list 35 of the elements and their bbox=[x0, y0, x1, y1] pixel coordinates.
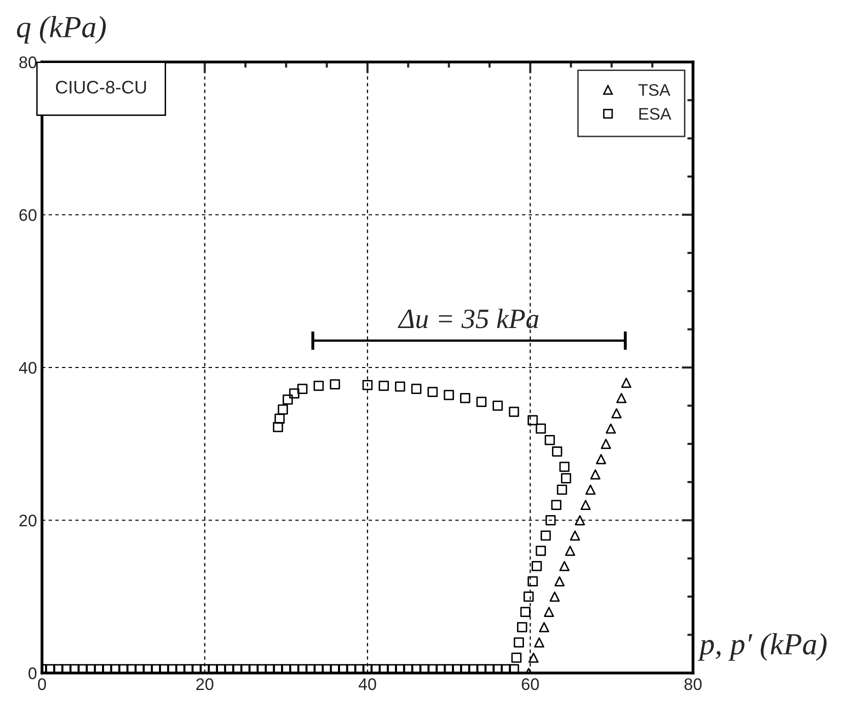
point bbox=[621, 378, 632, 388]
point bbox=[550, 592, 560, 602]
point bbox=[611, 408, 622, 418]
point bbox=[528, 652, 539, 663]
point bbox=[585, 484, 596, 495]
y-tick-label: 20 bbox=[19, 514, 36, 526]
point bbox=[565, 546, 576, 556]
legend-label: ESA bbox=[639, 108, 672, 120]
y-tick-label: 40 bbox=[18, 362, 36, 374]
y-tick-label: 80 bbox=[19, 56, 36, 68]
x-axis-title: p, p′ (kPa) bbox=[698, 633, 827, 661]
point bbox=[590, 469, 600, 480]
point bbox=[554, 576, 565, 586]
x-tick-label: 60 bbox=[522, 678, 539, 690]
y-tick-label: 60 bbox=[19, 209, 36, 221]
point bbox=[580, 500, 591, 510]
x-tick-label: 40 bbox=[358, 678, 376, 690]
y-axis-title: q (kPa) bbox=[16, 16, 106, 44]
point bbox=[616, 392, 626, 404]
point bbox=[559, 560, 570, 572]
point bbox=[606, 424, 616, 434]
x-tick-label: 80 bbox=[684, 678, 702, 690]
point bbox=[570, 530, 580, 541]
y-tick-label: 0 bbox=[28, 667, 36, 680]
x-tick-label: 0 bbox=[38, 678, 46, 690]
point bbox=[596, 454, 606, 464]
annotation: Δu = 35 kPa bbox=[398, 308, 538, 328]
x-tick-label: 20 bbox=[196, 678, 214, 690]
legend-label: TSA bbox=[638, 84, 670, 96]
point bbox=[544, 606, 554, 617]
point bbox=[534, 637, 544, 648]
point bbox=[574, 515, 585, 526]
point bbox=[538, 622, 550, 632]
point bbox=[600, 438, 612, 449]
annotation: CIUC-8-CU bbox=[56, 80, 146, 94]
